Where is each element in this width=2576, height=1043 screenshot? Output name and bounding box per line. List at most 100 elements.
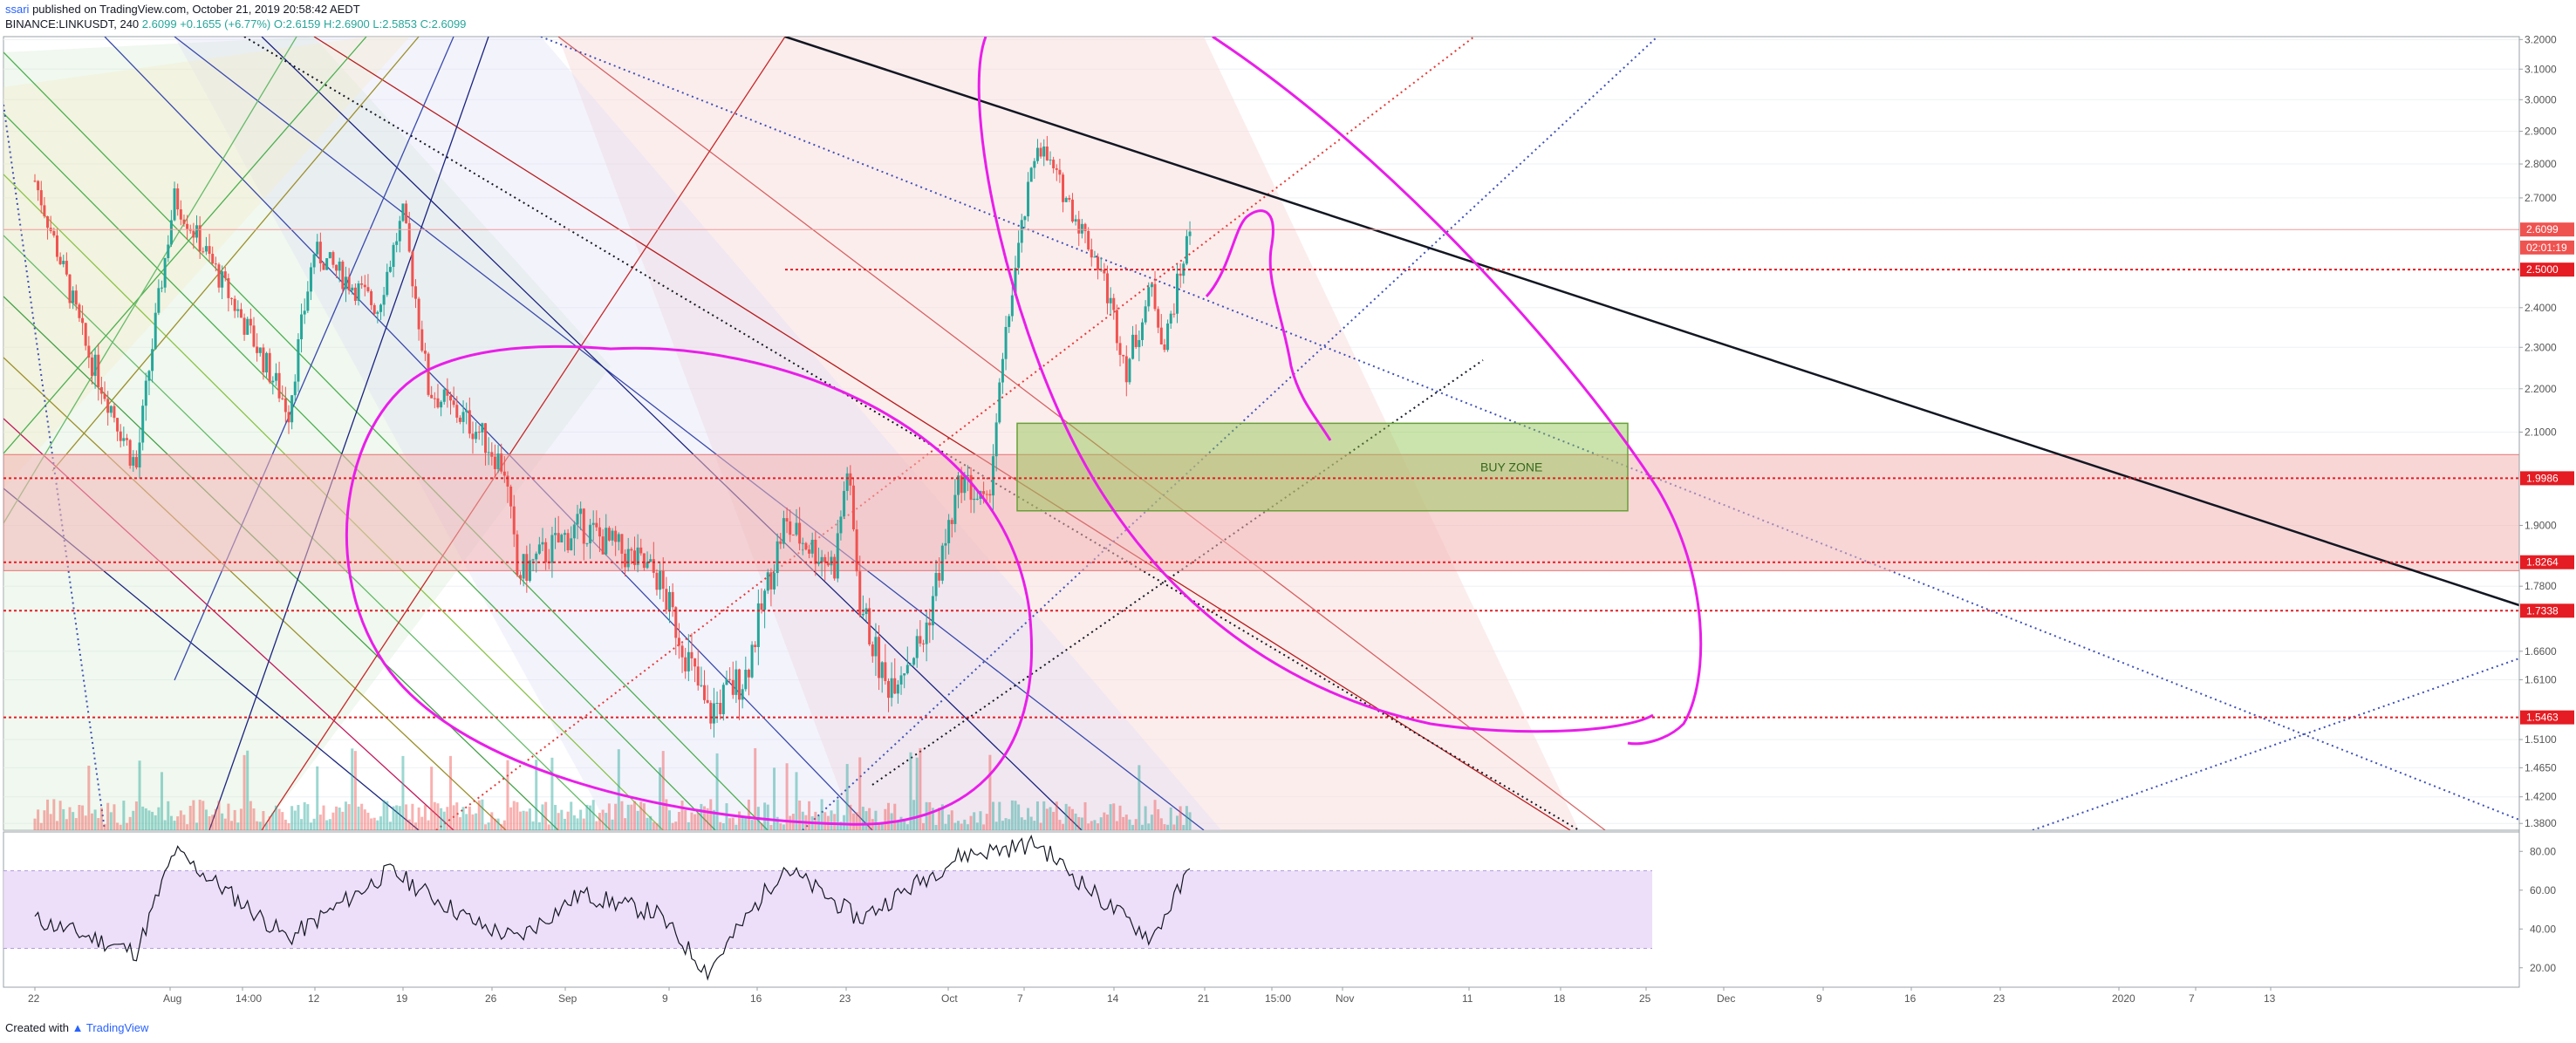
candle-body — [754, 644, 757, 647]
candle-body — [246, 318, 249, 335]
volume-bar — [519, 811, 523, 830]
candle-body — [636, 547, 639, 565]
volume-bar — [176, 816, 180, 830]
candle-body — [874, 637, 878, 657]
candle-body — [411, 251, 414, 287]
candle-body — [871, 644, 874, 657]
candle-body — [182, 219, 186, 224]
volume-bar — [353, 751, 357, 830]
volume-bar — [1159, 818, 1163, 830]
candle-body — [915, 636, 919, 658]
candle-body — [801, 542, 804, 544]
volume-bar — [344, 801, 347, 830]
volume-bar — [1144, 806, 1147, 830]
time-tick-label: 11 — [1462, 992, 1473, 1005]
volume-bar — [239, 808, 243, 830]
volume-bar — [636, 810, 639, 830]
candle-body — [731, 679, 735, 695]
candle-body — [1118, 343, 1122, 355]
candle-body — [401, 203, 405, 222]
price-pane[interactable] — [3, 36, 2520, 831]
candle-body — [839, 516, 843, 534]
volume-bar — [423, 805, 427, 830]
candle-body — [475, 432, 478, 440]
author-link[interactable]: ssari — [5, 3, 30, 16]
candle-body — [741, 689, 744, 700]
volume-bar — [1099, 817, 1103, 830]
time-tick-label: 19 — [396, 992, 408, 1005]
candle-body — [674, 607, 678, 638]
candle-body — [338, 262, 341, 271]
price-tag-label: 1.9986 — [2526, 472, 2559, 484]
volume-bar — [994, 821, 998, 830]
ascending-line — [51, 37, 420, 472]
volume-bar — [204, 809, 208, 830]
candle-body — [582, 508, 585, 544]
volume-bar — [557, 813, 560, 830]
candle-body — [1112, 297, 1116, 310]
tradingview-brand-link[interactable]: TradingView — [85, 1021, 149, 1034]
price-tick-label: 2.3000 — [2525, 341, 2557, 353]
candle-body — [134, 457, 138, 467]
volume-bar — [347, 804, 351, 830]
volume-bar — [620, 801, 624, 830]
volume-bar — [1185, 806, 1188, 830]
price-axis[interactable]: 3.2000 3.1000 3.0000 2.9000 2.8000 2.7000 2.40… — [2518, 33, 2557, 987]
candle-body — [1077, 219, 1081, 234]
candle-body — [535, 553, 538, 560]
volume-bar — [646, 817, 649, 830]
candle-body — [925, 622, 928, 644]
candle-body — [785, 518, 789, 522]
volume-bar — [1083, 801, 1087, 830]
candle-body — [484, 423, 488, 453]
candle-body — [899, 675, 903, 685]
price-tag: 1.7338 — [2520, 603, 2574, 618]
chart-canvas[interactable]: BUY ZONE 3.2000 3.1000 3.0000 2.9000 2.8000 2… — [0, 33, 2576, 1017]
volume-bar — [655, 823, 659, 830]
volume-bar — [1118, 805, 1122, 830]
candle-body — [198, 225, 202, 252]
candle-body — [601, 536, 605, 555]
time-tick-label: 15:00 — [1265, 992, 1291, 1005]
volume-bar — [268, 816, 271, 830]
candle-body — [109, 406, 113, 413]
candle-body — [1090, 249, 1093, 258]
volume-bar — [861, 807, 864, 830]
volume-bar — [928, 801, 932, 830]
time-tick-label: 7 — [1017, 992, 1023, 1005]
volume-bar — [395, 805, 399, 830]
candle-body — [776, 541, 779, 574]
pitchfork-line — [313, 37, 1571, 830]
rsi-axis[interactable]: 80.00 60.00 40.00 20.00 — [2519, 845, 2556, 974]
candle-body — [147, 371, 151, 381]
volume-bar — [401, 755, 405, 830]
candle-body — [1023, 216, 1027, 221]
candle-body — [763, 590, 767, 610]
candle-body — [1052, 160, 1056, 169]
candle-body — [798, 522, 802, 544]
volume-bar — [46, 799, 50, 830]
price-tick-label: 3.2000 — [2525, 33, 2557, 45]
candle-body — [864, 608, 868, 615]
volume-bar — [1150, 815, 1153, 830]
candle-body — [1163, 344, 1166, 351]
volume-bar — [1008, 819, 1011, 830]
volume-bar — [37, 809, 40, 830]
candle-body — [589, 524, 592, 543]
price-tick-label: 1.6100 — [2525, 673, 2557, 685]
candle-body — [715, 702, 719, 704]
time-axis[interactable]: 22 Aug 14:00 12 19 26 Sep 9 16 23 Oct 7 14 21 15:00 Nov… — [3, 986, 2519, 1005]
ascending-lines — [3, 37, 786, 830]
volume-bar — [186, 824, 189, 830]
volume-bar — [452, 805, 455, 830]
volume-bar — [398, 806, 401, 830]
volume-bar — [582, 818, 585, 830]
candle-body — [632, 550, 636, 565]
candle-body — [696, 666, 700, 686]
candle-body — [341, 262, 345, 290]
candle-body — [810, 539, 814, 554]
volume-bar — [141, 806, 145, 830]
candle-body — [611, 530, 614, 541]
volume-bar — [97, 818, 100, 830]
candle-body — [1124, 356, 1128, 383]
